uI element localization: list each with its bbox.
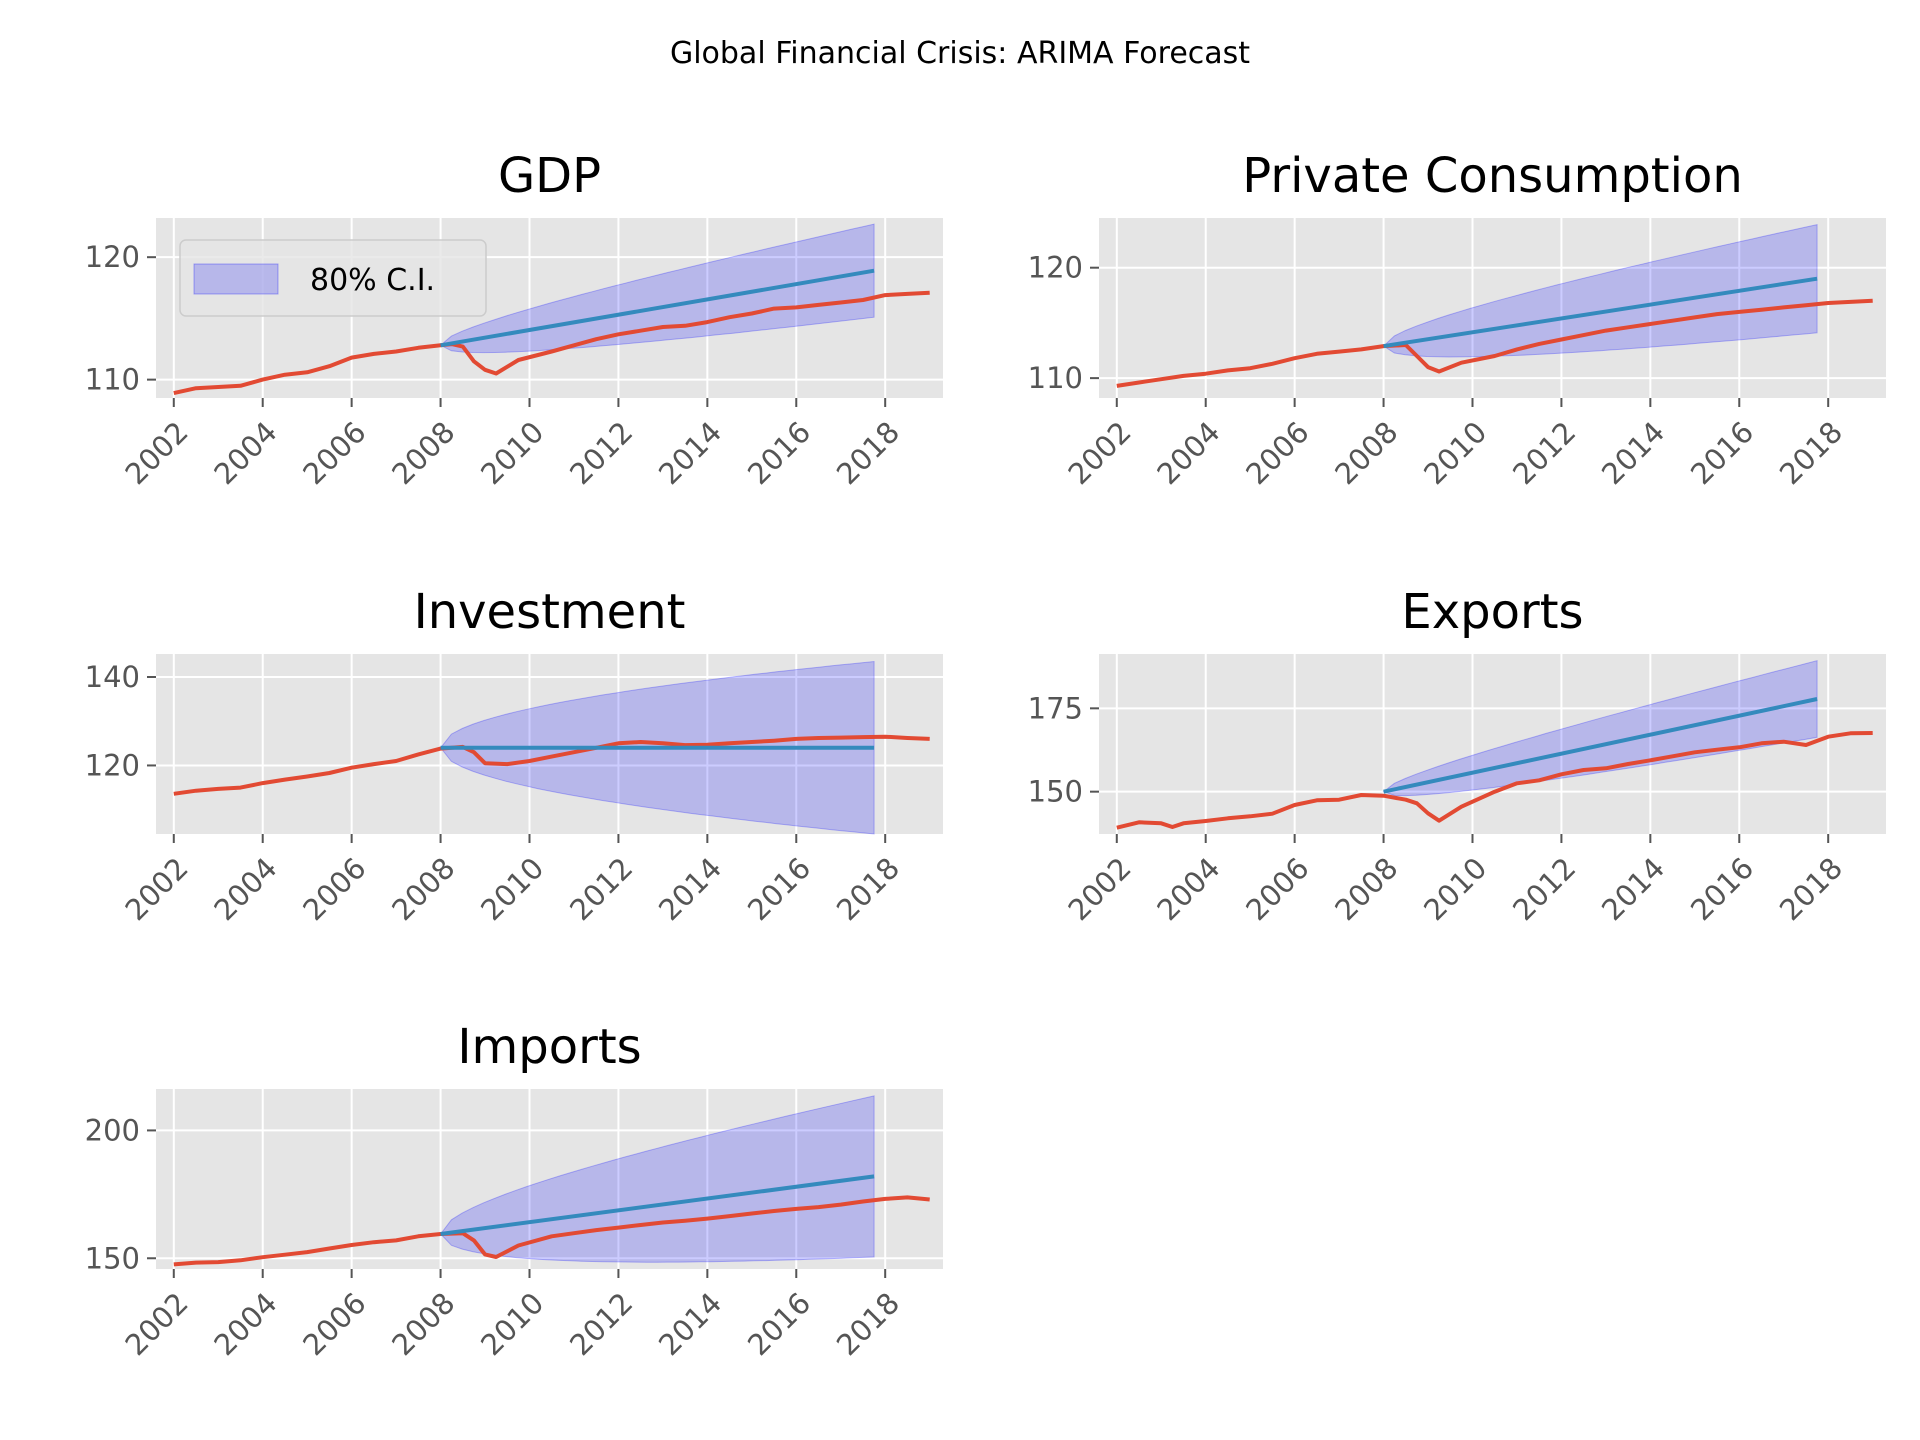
x-tick-label: 2012 [563, 415, 639, 491]
plot-area [156, 1089, 943, 1269]
x-tick-label: 2006 [1239, 415, 1315, 491]
x-tick-label: 2010 [474, 415, 550, 491]
y-tick-label: 120 [85, 240, 140, 274]
x-tick-label: 2016 [741, 851, 817, 927]
panel-title: Exports [1401, 584, 1583, 640]
legend-box [179, 239, 487, 317]
chart-panel-0: GDP 2002 2004 2006 2008 2010 2012 2014 2016 2018 1… [85, 148, 943, 491]
x-tick-label: 2014 [1595, 415, 1671, 491]
x-tick-label: 2006 [296, 851, 372, 927]
x-tick-label: 2010 [474, 851, 550, 927]
y-tick-label: 120 [1028, 251, 1083, 285]
plot-area [1099, 218, 1886, 398]
y-tick-label: 110 [1028, 361, 1083, 395]
actual-line [1116, 731, 1873, 830]
figure-suptitle: Global Financial Crisis: ARIMA Forecast [670, 36, 1250, 71]
plot-area [156, 654, 943, 834]
actual-line [173, 290, 930, 396]
x-tick-label: 2008 [385, 851, 461, 927]
legend-swatch [193, 263, 279, 295]
x-tick-label: 2010 [1417, 851, 1493, 927]
panel-title: Investment [414, 584, 686, 640]
x-tick-label: 2002 [119, 851, 195, 927]
x-tick-label: 2016 [741, 1286, 817, 1362]
ci-band [439, 223, 875, 354]
x-tick-label: 2008 [1328, 415, 1404, 491]
x-tick-label: 2012 [563, 851, 639, 927]
panel-title: Private Consumption [1242, 148, 1743, 204]
x-tick-label: 2008 [385, 1286, 461, 1362]
x-tick-label: 2012 [1506, 415, 1582, 491]
x-tick-label: 2014 [652, 1286, 728, 1362]
actual-line [173, 734, 930, 796]
x-tick-label: 2010 [474, 1286, 550, 1362]
y-tick-label: 200 [85, 1113, 140, 1147]
forecast-line [1383, 276, 1818, 349]
y-tick-label: 150 [1028, 775, 1083, 809]
x-tick-label: 2008 [1328, 851, 1404, 927]
x-tick-label: 2018 [1773, 415, 1849, 491]
x-tick-label: 2004 [1150, 415, 1226, 491]
actual-line [1116, 298, 1873, 388]
panel-title: GDP [498, 148, 601, 204]
forecast-line [440, 268, 875, 348]
x-tick-label: 2006 [296, 1286, 372, 1362]
chart-panel-3: Exports 2002 2004 2006 2008 2010 2012 2014 2016 2… [1028, 584, 1886, 927]
y-tick-label: 175 [1028, 691, 1083, 725]
x-tick-label: 2006 [296, 415, 372, 491]
x-tick-label: 2018 [830, 415, 906, 491]
x-tick-label: 2012 [563, 1286, 639, 1362]
legend-label: 80% C.I. [310, 263, 435, 298]
x-tick-label: 2016 [1684, 851, 1760, 927]
forecast-line [1383, 697, 1818, 794]
x-tick-label: 2010 [1417, 415, 1493, 491]
x-tick-label: 2002 [119, 415, 195, 491]
x-tick-label: 2004 [207, 1286, 283, 1362]
x-tick-label: 2002 [1062, 851, 1138, 927]
x-tick-label: 2002 [119, 1286, 195, 1362]
y-tick-label: 150 [85, 1241, 140, 1275]
x-tick-label: 2002 [1062, 415, 1138, 491]
x-tick-label: 2018 [830, 851, 906, 927]
forecast-line [440, 1174, 875, 1236]
y-tick-label: 140 [85, 660, 140, 694]
x-tick-label: 2016 [741, 415, 817, 491]
panel-title: Imports [457, 1019, 641, 1075]
x-tick-label: 2016 [1684, 415, 1760, 491]
y-tick-label: 110 [85, 363, 140, 397]
x-tick-label: 2004 [207, 415, 283, 491]
x-tick-label: 2012 [1506, 851, 1582, 927]
actual-line [173, 1195, 930, 1267]
x-tick-label: 2014 [1595, 851, 1671, 927]
x-tick-label: 2014 [652, 851, 728, 927]
x-tick-label: 2004 [1150, 851, 1226, 927]
x-tick-label: 2018 [1773, 851, 1849, 927]
x-tick-label: 2004 [207, 851, 283, 927]
x-tick-label: 2006 [1239, 851, 1315, 927]
x-tick-label: 2008 [385, 415, 461, 491]
x-tick-label: 2014 [652, 415, 728, 491]
x-tick-label: 2018 [830, 1286, 906, 1362]
y-tick-label: 120 [85, 748, 140, 782]
